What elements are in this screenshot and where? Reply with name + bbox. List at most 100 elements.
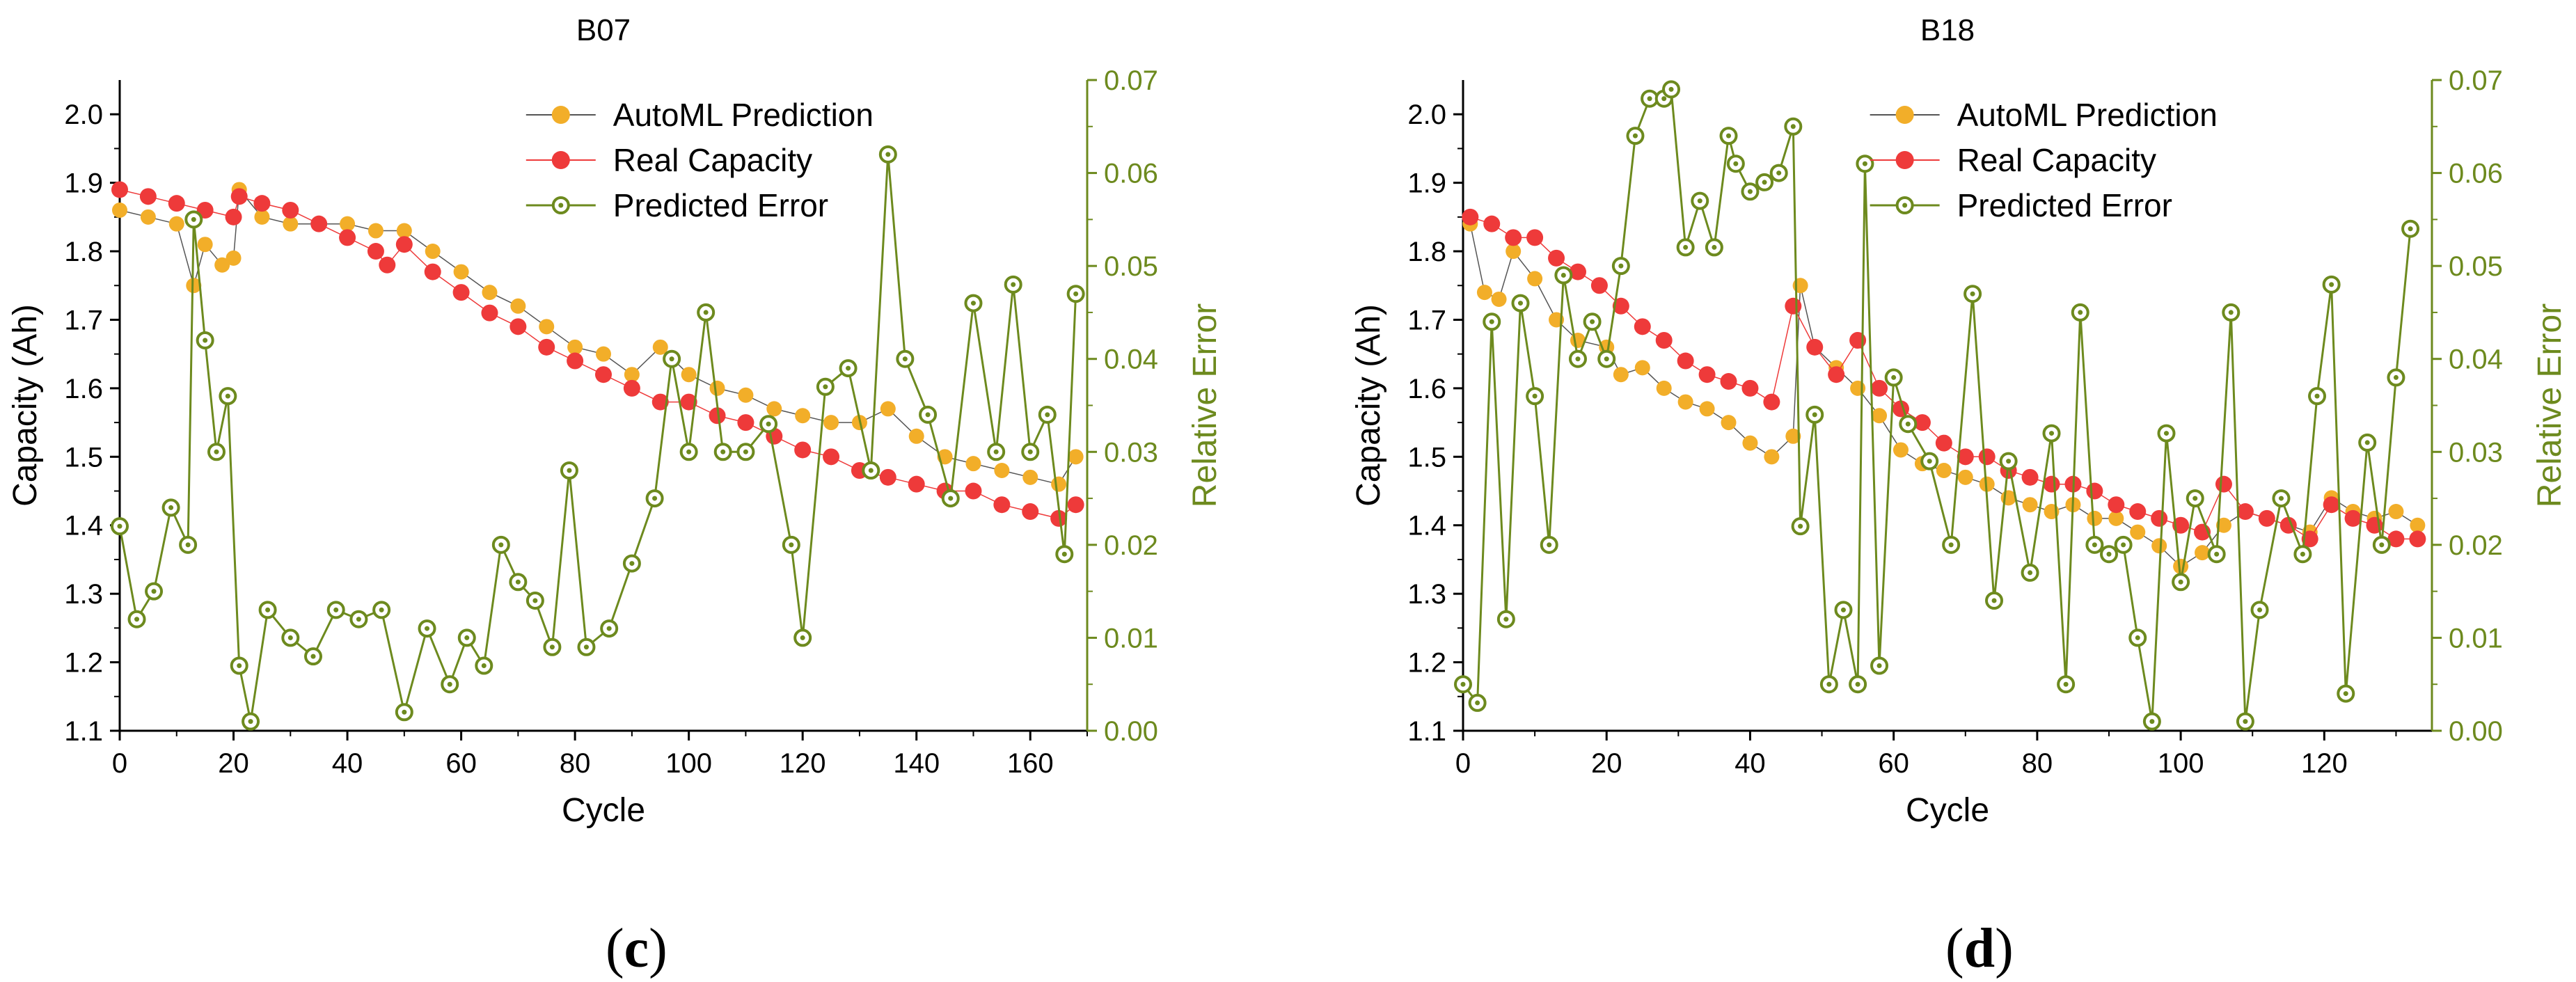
- data-point-center: [1661, 96, 1667, 102]
- data-point-center: [2192, 496, 2198, 501]
- legend-item: Predicted Error: [526, 187, 828, 223]
- legend-item: Real Capacity: [526, 142, 812, 178]
- data-point: [2151, 538, 2167, 554]
- y-tick-label: 1.3: [64, 579, 103, 610]
- data-point: [367, 243, 384, 260]
- data-point-center: [1073, 291, 1079, 296]
- data-point-center: [868, 468, 874, 473]
- data-point-center: [333, 607, 339, 612]
- data-point: [1068, 449, 1084, 465]
- data-point: [1957, 448, 1974, 466]
- data-point: [509, 318, 527, 335]
- data-point-center: [1733, 161, 1739, 166]
- data-point: [1655, 332, 1673, 349]
- legend-label: Real Capacity: [613, 142, 812, 178]
- data-point: [1721, 415, 1737, 431]
- data-point-center: [310, 654, 316, 659]
- x-tick-label: 60: [1878, 748, 1909, 779]
- data-point-center: [2028, 570, 2033, 576]
- data-point: [567, 339, 583, 355]
- data-point-center: [2314, 393, 2320, 399]
- legend-label: Predicted Error: [1957, 187, 2172, 223]
- data-point-center: [1762, 180, 1767, 185]
- y2-tick-label: 0.03: [1104, 437, 1158, 468]
- panel-label-c: (c): [606, 918, 667, 979]
- y2-axis-label: Relative Error: [1187, 303, 1224, 507]
- data-point: [2087, 510, 2103, 526]
- data-point-center: [1905, 421, 1911, 427]
- data-point: [2215, 517, 2231, 533]
- x-tick-label: 40: [1735, 748, 1766, 779]
- data-point: [2387, 530, 2405, 548]
- data-point: [2344, 509, 2362, 527]
- panel-label-d: (d): [1945, 918, 2014, 979]
- data-point-center: [1726, 133, 1732, 138]
- data-point-center: [885, 152, 891, 157]
- x-axis-label: Cycle: [1906, 792, 1989, 829]
- data-point: [595, 366, 612, 383]
- data-point-center: [1517, 301, 1523, 306]
- data-point: [282, 202, 299, 219]
- data-point: [823, 415, 839, 431]
- data-point: [1051, 476, 1067, 492]
- data-point: [2388, 504, 2404, 520]
- data-point-center: [1790, 124, 1796, 129]
- data-point-center: [925, 412, 931, 418]
- data-point: [2301, 530, 2318, 548]
- data-point-center: [2243, 719, 2248, 724]
- data-point: [1634, 318, 1651, 335]
- data-point: [908, 475, 925, 493]
- data-point: [2108, 510, 2124, 526]
- y-tick-label: 1.6: [64, 374, 103, 404]
- data-point-center: [2092, 542, 2097, 548]
- data-point-center: [2078, 310, 2083, 315]
- legend-item: AutoML Prediction: [526, 97, 874, 133]
- data-point-center: [1061, 551, 1067, 557]
- data-point: [1506, 244, 1522, 260]
- data-point: [112, 203, 127, 218]
- series-line: [118, 154, 1077, 722]
- y2-tick-label: 0.06: [1104, 159, 1158, 189]
- data-point: [879, 468, 896, 486]
- data-point: [1764, 449, 1780, 465]
- x-tick-label: 160: [1007, 748, 1054, 779]
- data-point-center: [1798, 523, 1803, 529]
- data-point-center: [1668, 86, 1674, 92]
- x-tick-label: 20: [218, 748, 249, 779]
- data-point: [1590, 277, 1608, 294]
- y2-tick-label: 0.00: [2449, 716, 2503, 747]
- data-point-center: [1489, 319, 1494, 324]
- y2-tick-label: 0.07: [2449, 65, 2503, 96]
- data-point: [395, 236, 413, 253]
- series-automl-prediction: [112, 182, 1084, 492]
- x-tick-label: 80: [560, 748, 591, 779]
- data-point-center: [1697, 198, 1702, 204]
- data-point-center: [743, 449, 748, 454]
- y-axis-label: Capacity (Ah): [1350, 304, 1387, 507]
- data-point: [140, 209, 156, 225]
- y2-tick-label: 0.03: [2449, 437, 2503, 468]
- data-point-center: [1840, 607, 1846, 612]
- data-point: [766, 401, 782, 417]
- data-point: [340, 216, 356, 232]
- data-point: [379, 256, 396, 274]
- y2-tick-label: 0.05: [1104, 251, 1158, 282]
- data-point-center: [720, 449, 726, 454]
- data-point-center: [2364, 440, 2370, 445]
- y-tick-label: 1.4: [1407, 511, 1446, 541]
- series-predicted-error: [111, 145, 1085, 731]
- data-point: [1526, 229, 1544, 246]
- data-point-center: [1712, 244, 1717, 250]
- data-point: [1913, 414, 1931, 431]
- data-point: [1050, 509, 1068, 527]
- data-point-center: [789, 542, 794, 548]
- data-point-center: [1547, 542, 1552, 548]
- data-point-center: [464, 635, 470, 640]
- data-point: [510, 298, 526, 314]
- data-point: [2215, 475, 2232, 493]
- data-point-center: [606, 626, 612, 631]
- data-point: [1548, 249, 1565, 267]
- data-point-center: [203, 338, 208, 343]
- legend-item: AutoML Prediction: [1870, 97, 2218, 133]
